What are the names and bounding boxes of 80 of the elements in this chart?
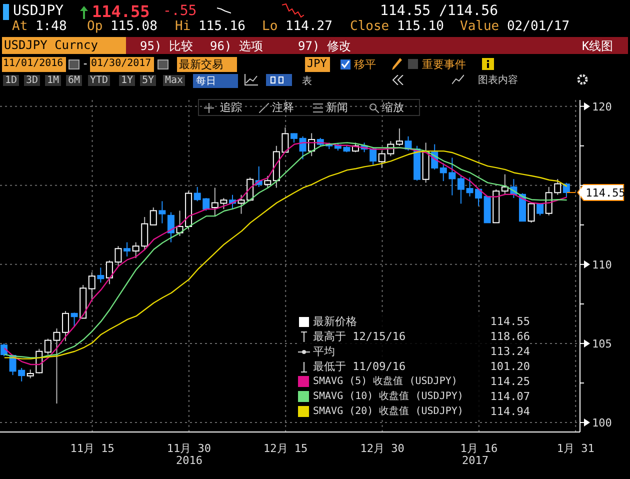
x-tick-label: 1月 16: [460, 442, 498, 455]
text: 重要事件: [422, 57, 466, 72]
candlestick: [88, 272, 96, 300]
text: 11/01/2016: [3, 58, 64, 69]
text: Lo 114.27: [262, 19, 332, 34]
annotation: 平均: [313, 344, 336, 359]
annotation: 113.24: [490, 344, 530, 359]
x-tick-label: 1月 31: [556, 442, 594, 455]
candlestick: [158, 200, 166, 224]
text: K线图: [582, 38, 614, 55]
candlestick: [299, 136, 306, 160]
x-tick-label: 12月 30: [360, 442, 404, 455]
candlestick: [167, 212, 174, 243]
text: 1M: [45, 75, 62, 86]
legend-label: SMAVG (10) 收盘值 (USDJPY): [313, 390, 464, 404]
text: 最新交易: [179, 57, 223, 72]
candlestick: [528, 203, 535, 224]
candlestick: [501, 174, 508, 196]
text: Value 02/01/17: [460, 19, 570, 34]
text: -.55: [163, 3, 197, 19]
x-tick-label: 12月 15: [264, 442, 308, 455]
text: 表: [302, 74, 312, 88]
text: JPY: [307, 57, 327, 70]
text: At 1:48: [12, 19, 67, 34]
candlestick: [62, 310, 70, 342]
x-tick-label: 11月 30: [166, 442, 211, 455]
text: USDJPY Curncy: [4, 38, 98, 52]
candlestick: [124, 242, 131, 258]
text: 96) 选项: [210, 38, 263, 55]
text: YTD: [88, 75, 110, 86]
text: 1D: [3, 75, 20, 86]
text: Hi 115.16: [175, 19, 246, 34]
annotation: 114.55: [490, 314, 530, 329]
text: 114.55: [92, 2, 150, 21]
annotation: 缩放: [382, 100, 404, 115]
x-tick-label: 11月 15: [70, 442, 114, 455]
legend-label: SMAVG (5) 收盘值 (USDJPY): [313, 375, 458, 389]
legend-label: SMAVG (20) 收盘值 (USDJPY): [313, 405, 464, 419]
annotation: 追踪: [220, 100, 242, 115]
text: Max: [163, 75, 186, 86]
annotation: 118.66: [490, 329, 530, 344]
text: -: [82, 57, 89, 70]
candlestick: [370, 146, 377, 166]
text: 97) 修改: [298, 38, 351, 55]
text: Op 115.08: [87, 19, 158, 34]
text: 每日: [193, 74, 238, 88]
candlestick: [396, 128, 403, 146]
y-tick-label: 100: [592, 416, 612, 430]
text: 5Y: [140, 75, 156, 86]
text: 图表内容: [478, 74, 518, 87]
candlestick: [264, 175, 272, 188]
annotation: 最低于 11/09/16: [313, 359, 407, 374]
annotation: 114.94: [490, 404, 530, 419]
text: 3D: [24, 75, 40, 86]
y-tick-label: 105: [592, 337, 612, 350]
candlestick: [290, 132, 298, 144]
annotation: 新闻: [326, 100, 348, 115]
text: 01/30/2017: [91, 58, 152, 69]
y-tick-label: 120: [592, 100, 612, 114]
candlestick: [562, 182, 570, 198]
annotation: 101.20: [490, 359, 530, 374]
annotation: 114.25: [490, 374, 530, 389]
candlestick: [97, 267, 104, 284]
candlestick: [70, 312, 78, 327]
y-tick-label: 110: [592, 258, 612, 272]
annotation: 最高于 12/15/16: [313, 329, 407, 344]
text: 移平: [354, 57, 376, 72]
candlestick: [0, 342, 8, 357]
text: 6M: [66, 75, 82, 86]
chart-title: USDJPY: [13, 3, 64, 19]
annotation: 最新价格: [313, 314, 358, 329]
text: 95) 比较: [140, 38, 193, 55]
candlestick: [457, 175, 464, 204]
text: 114.55 /114.56: [380, 3, 498, 19]
text: 2017: [462, 454, 488, 467]
text: Close 115.10: [350, 19, 444, 34]
candlestick: [150, 207, 157, 226]
text: 1Y: [119, 75, 136, 86]
text: 2016: [176, 454, 202, 467]
annotation: 114.07: [490, 389, 530, 404]
